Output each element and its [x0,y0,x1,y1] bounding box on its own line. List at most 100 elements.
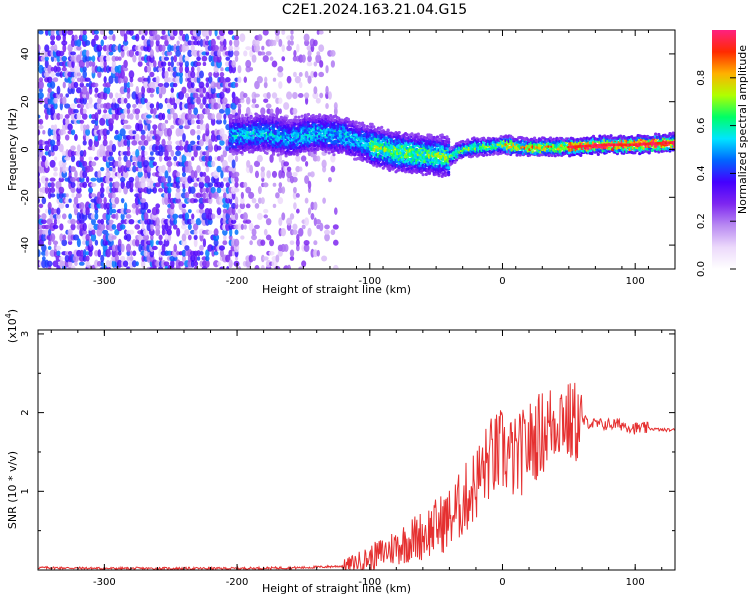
spectrogram-noise-cell [193,261,199,267]
spectrogram-noise-cell [229,227,233,237]
spectrogram-noise-cell [73,196,79,205]
spectrogram-noise-cell [70,223,76,231]
spectrogram-noise-cell [178,201,184,211]
spectrogram-noise-cell [71,34,75,41]
spectrogram-noise-cell [196,129,201,135]
spectrogram-noise-cell [332,239,339,246]
spectrogram-noise-cell [330,229,336,236]
spectrogram-noise-cell [257,197,262,204]
spectrogram-noise-cell [161,112,166,121]
spectrogram-noise-cell [93,123,99,131]
spectrogram-noise-cell [233,96,240,106]
spectrogram-noise-cell [220,217,224,226]
spectrogram-noise-cell [195,192,202,199]
spectrogram-noise-cell [64,156,71,161]
spectrogram-noise-cell [96,191,102,200]
spectrogram-signal-cell [446,170,451,174]
spectrogram-noise-cell [325,85,329,95]
spectrogram-signal-cell [239,150,244,155]
spectrogram-noise-cell [182,187,186,193]
spectrogram-noise-cell [313,61,318,67]
spectrogram-noise-cell [67,240,73,245]
spectrogram-noise-cell [140,181,146,189]
spectrogram-noise-cell [146,65,152,73]
spectrogram-noise-cell [155,260,161,268]
spectrogram-noise-cell [135,206,140,216]
spectrogram-noise-cell [155,203,161,209]
spectrogram-noise-cell [44,59,49,69]
spectrogram-noise-cell [210,81,216,89]
spectrogram-noise-cell [195,218,202,226]
spectrogram-noise-cell [93,34,99,41]
spectrogram-noise-cell [181,86,187,94]
spectrogram-noise-cell [111,60,117,68]
spectrogram-noise-cell [125,209,132,214]
spectrogram-signal-cell [284,116,288,120]
spectrogram-noise-cell [205,43,210,53]
spectrogram-noise-cell [47,245,52,250]
spectrogram-noise-cell [82,124,87,130]
spectrogram-noise-cell [151,245,158,251]
spectrogram-noise-cell [230,219,237,225]
spectrogram-noise-cell [56,85,61,95]
spectrogram-noise-cell [190,102,195,110]
spectrogram-signal-cell [416,132,420,136]
spectrogram-noise-cell [117,259,123,268]
spectrogram-noise-cell [217,49,221,58]
spectrogram-noise-cell [67,228,73,236]
spectrogram-noise-cell [70,55,76,62]
spectrogram-noise-cell [193,170,198,179]
spectrogram-noise-cell [181,238,187,247]
spectrogram-noise-cell [234,155,239,163]
spectrogram-noise-cell [220,170,224,179]
spectrogram-noise-cell [304,92,310,99]
spectrogram-noise-cell [111,143,117,153]
spectrogram-noise-cell [71,77,76,82]
spectrogram-noise-cell [105,171,111,178]
spectrogram-noise-cell [237,76,242,84]
spectrogram-noise-cell [103,60,107,68]
spectrogram-noise-cell [180,224,187,230]
spectrogram-noise-cell [158,112,164,121]
spectrogram-noise-cell [70,265,76,269]
spectrogram-noise-cell [50,150,55,157]
spectrogram-noise-cell [307,55,312,63]
spectrogram-noise-cell [38,124,44,130]
spectrogram-noise-cell [65,148,69,158]
spectrogram-noise-cell [70,150,76,156]
spectrogram-noise-cell [94,212,99,220]
spectrogram-noise-cell [181,171,187,177]
spectrogram-noise-cell [202,123,207,131]
spectrogram-noise-cell [117,56,122,61]
spectrogram-noise-cell [126,150,131,157]
spectrogram-noise-cell [42,229,46,235]
spectrogram-noise-cell [111,44,117,53]
spectrogram-noise-cell [213,260,220,268]
spectrogram-noise-cell [237,266,242,269]
spectrogram-noise-cell [164,196,169,206]
spectrogram-noise-cell [278,169,283,179]
spectrogram-noise-cell [272,39,277,47]
spectrogram-noise-cell [173,43,178,53]
spectrogram-noise-cell [146,176,152,183]
spectrogram-noise-cell [50,40,56,46]
spectrogram-noise-cell [123,185,128,195]
spectrogram-noise-cell [105,102,111,110]
spectrogram-noise-cell [251,97,257,104]
spectrogram-noise-cell [196,134,201,141]
spectrogram-noise-cell [205,123,210,132]
spectrogram-noise-cell [310,212,315,220]
spectrogram-noise-cell [216,165,222,173]
spectrogram-noise-cell [103,65,107,73]
spectrogram-noise-cell [298,227,304,237]
spectrogram-noise-cell [231,60,236,68]
spectrogram-noise-cell [59,93,64,98]
spectrogram-signal-cell [232,114,236,118]
spectrogram-noise-cell [114,196,120,205]
spectrogram-noise-cell [303,239,310,246]
spectrogram-noise-cell [233,35,240,41]
spectrogram-noise-cell [129,155,134,163]
spectrogram-noise-cell [249,164,254,174]
spectrogram-noise-cell [79,119,85,124]
spectrogram-noise-cell [254,203,260,209]
